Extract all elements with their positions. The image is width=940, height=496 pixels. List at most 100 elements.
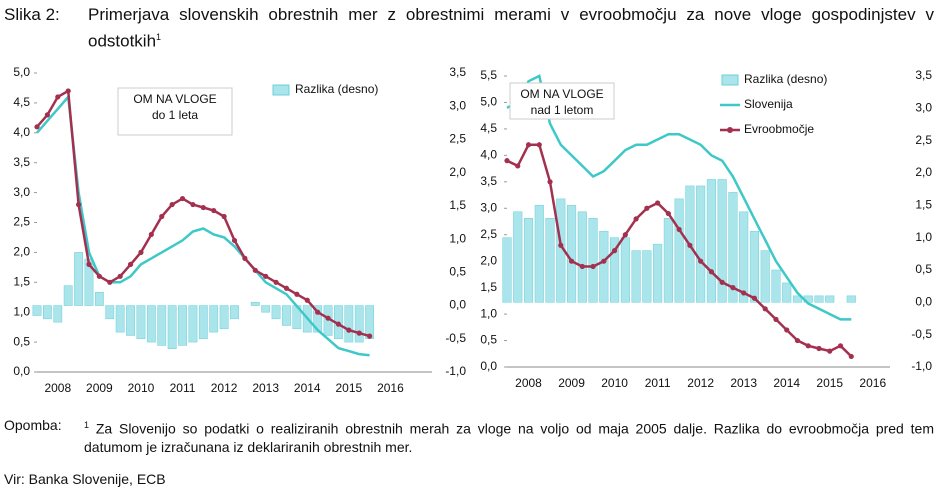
- x-tick-label: 2016: [859, 376, 886, 390]
- bar: [653, 243, 663, 303]
- marker: [263, 273, 269, 279]
- y2-tick-label: 3,5: [915, 68, 932, 82]
- marker: [655, 200, 661, 206]
- marker: [65, 88, 71, 94]
- y2-tick-label: 1,0: [915, 230, 932, 244]
- y-tick-label: 4,5: [13, 95, 30, 109]
- legend-label: Evroobmočje: [744, 122, 814, 136]
- marker: [179, 195, 186, 202]
- annotation: OM NA VLOGE: [133, 92, 216, 106]
- y-tick-label: 4,0: [480, 148, 497, 162]
- marker: [547, 179, 553, 185]
- bar: [663, 218, 673, 303]
- y2-tick-label: 0,0: [449, 298, 466, 312]
- bar: [188, 305, 198, 343]
- marker: [273, 279, 279, 285]
- marker: [34, 124, 40, 130]
- line: [36, 93, 370, 357]
- y-tick-label: 2,5: [480, 227, 497, 241]
- bar: [566, 205, 577, 303]
- bar: [105, 305, 115, 320]
- bar: [354, 305, 364, 343]
- marker: [107, 279, 113, 285]
- marker: [644, 205, 650, 211]
- marker: [741, 290, 747, 296]
- legend-label: Razlika (desno): [295, 82, 378, 96]
- bar: [771, 269, 781, 303]
- x-tick-label: 2011: [170, 381, 196, 395]
- marker: [252, 267, 258, 273]
- y-tick-label: 5,5: [480, 68, 497, 82]
- y2-tick-label: -0,5: [911, 327, 932, 341]
- x-tick-label: 2008: [44, 381, 71, 395]
- marker: [601, 258, 607, 264]
- marker: [211, 207, 217, 214]
- bar: [706, 179, 716, 303]
- y2-tick-label: 0,5: [449, 265, 466, 279]
- marker: [242, 255, 248, 261]
- bar: [739, 211, 749, 303]
- marker: [730, 285, 736, 291]
- bar: [126, 305, 135, 336]
- bar: [792, 295, 803, 303]
- y2-tick-label: 3,0: [915, 101, 932, 115]
- legend-swatch: [272, 84, 290, 96]
- x-tick-label: 2014: [294, 381, 321, 395]
- x-tick-label: 2008: [515, 376, 542, 390]
- bar: [178, 305, 187, 346]
- x-tick-label: 2013: [252, 381, 279, 395]
- bar: [642, 250, 652, 303]
- bar: [502, 237, 512, 303]
- x-tick-label: 2013: [730, 376, 757, 390]
- marker: [568, 258, 575, 264]
- y-tick-label: 2,5: [13, 215, 30, 229]
- marker: [827, 348, 833, 354]
- legend-marker: [727, 127, 733, 133]
- legend-label: Razlika (desno): [744, 72, 827, 86]
- annotation: OM NA VLOGE: [520, 87, 603, 101]
- bar: [365, 305, 375, 340]
- x-tick-label: 2009: [558, 376, 585, 390]
- marker: [55, 94, 61, 100]
- marker: [346, 327, 352, 333]
- bar: [157, 305, 167, 346]
- source: Vir: Banka Slovenije, ECB: [4, 471, 166, 487]
- y2-tick-label: -0,5: [445, 331, 466, 345]
- marker: [837, 343, 844, 349]
- marker: [698, 258, 704, 264]
- x-tick-label: 2009: [86, 381, 113, 395]
- y2-tick-label: 2,5: [915, 133, 932, 147]
- bar: [620, 237, 630, 303]
- y-tick-label: 3,0: [480, 200, 497, 214]
- bar: [53, 305, 63, 323]
- footnote-sup: 1: [84, 420, 90, 430]
- y-tick-label: 3,0: [13, 185, 30, 199]
- annotation-box: [117, 87, 233, 136]
- bar: [219, 305, 229, 330]
- y-tick-label: 1,0: [13, 304, 30, 318]
- marker: [719, 279, 725, 285]
- marker: [325, 315, 331, 321]
- footnote-text: 1 Za Slovenijo so podatki o realiziranih…: [84, 416, 934, 456]
- y-tick-label: 5,0: [13, 65, 30, 79]
- y-tick-label: 0,5: [13, 334, 30, 348]
- y-tick-label: 2,0: [480, 253, 497, 267]
- y-tick-label: 4,0: [13, 125, 30, 139]
- marker: [86, 261, 92, 267]
- y2-tick-label: 0,5: [915, 262, 932, 276]
- marker: [676, 226, 682, 233]
- marker: [75, 201, 82, 208]
- bar: [825, 295, 835, 303]
- marker: [515, 163, 521, 169]
- marker: [294, 291, 300, 297]
- marker: [356, 330, 362, 336]
- footnote-body: Za Slovenijo so podatki o realiziranih o…: [84, 420, 934, 455]
- x-tick-label: 2016: [377, 381, 404, 395]
- bar: [749, 230, 759, 303]
- marker: [805, 343, 811, 349]
- y2-tick-label: 1,0: [449, 231, 466, 245]
- y-tick-label: 5,0: [480, 95, 497, 109]
- y-tick-label: 2,0: [13, 245, 30, 259]
- bar: [209, 305, 219, 333]
- marker: [127, 261, 134, 267]
